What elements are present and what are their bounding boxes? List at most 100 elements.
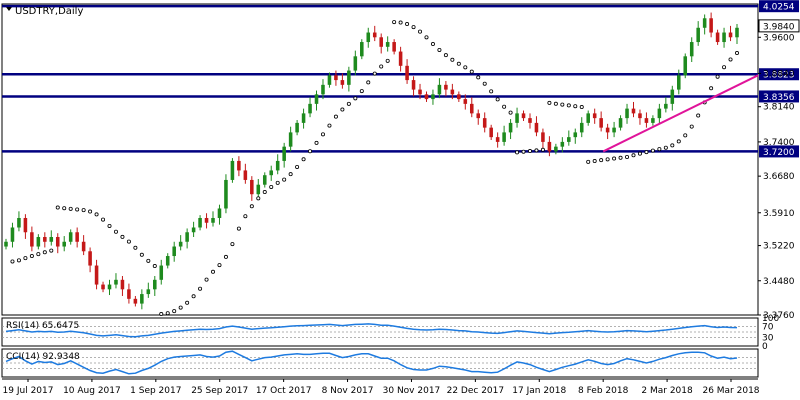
y-tick-label: 3.7400 [763, 138, 795, 148]
level-label: 3.8356 [763, 93, 795, 103]
y-tick-label: 3.5220 [763, 242, 795, 252]
panel-title: RSI(14) 65.6475 [6, 321, 79, 331]
level-label-box [759, 0, 799, 13]
sar-dot [625, 154, 630, 159]
candle-body [715, 32, 720, 43]
sar-dot [366, 80, 371, 85]
candle-body [204, 217, 209, 223]
main-panel-frame [1, 3, 759, 316]
sar-dot [553, 101, 558, 106]
sar-dot [411, 25, 416, 30]
x-tick-label: 25 Sep 2017 [191, 386, 248, 396]
sar-dot [262, 190, 267, 195]
candle-body [224, 179, 228, 209]
candle-body [385, 42, 390, 47]
candle-body [81, 241, 86, 252]
sar-dot [418, 29, 423, 34]
sar-dot [314, 140, 319, 145]
sar-dot [463, 65, 468, 70]
level-label: 3.8823 [763, 71, 795, 81]
panel-right-label: 100 [762, 314, 779, 324]
candle-body [605, 127, 610, 133]
sar-dot [489, 89, 494, 94]
candle-body [301, 113, 306, 123]
candle-body [567, 137, 571, 142]
sar-dot [728, 57, 733, 62]
dropdown-triangle-icon[interactable] [6, 7, 12, 11]
sar-dot [359, 89, 364, 94]
candle-body [625, 108, 629, 119]
candle-body [127, 289, 131, 299]
candle-body [295, 122, 299, 133]
candle-body [398, 51, 403, 66]
candle-body [450, 89, 455, 95]
sar-dot [243, 214, 248, 219]
y-tick-label: 3.8140 [763, 103, 795, 113]
sar-dot [68, 206, 73, 211]
sar-dot [696, 113, 701, 118]
candle-body [62, 241, 67, 247]
sar-dot [650, 148, 655, 153]
candle-body [534, 122, 539, 133]
sar-dot [534, 148, 539, 153]
sar-dot [159, 312, 164, 317]
sar-dot [618, 155, 623, 160]
sar-dot [631, 153, 636, 158]
sar-dot [55, 205, 60, 210]
x-tick-label: 8 Nov 2017 [322, 386, 374, 396]
sar-dot [101, 217, 106, 222]
x-axis: 19 Jul 2017 10 Aug 2017 1 Sep 2017 25 Sep 2… [2, 378, 760, 396]
sar-dot [586, 159, 591, 164]
cci-panel: CCI(14) 92.9348 [1, 348, 759, 378]
sar-dot [644, 150, 649, 155]
sar-dot [663, 145, 668, 150]
candle-body [664, 103, 668, 109]
sar-dot [256, 196, 261, 201]
candle-body [327, 75, 332, 85]
sar-dot [476, 75, 481, 80]
candle-body [392, 42, 396, 52]
candle-body [482, 118, 487, 128]
candle-body [670, 89, 675, 104]
candle-body [631, 108, 636, 114]
candle-body [75, 232, 79, 242]
y-tick-label: 3.6680 [763, 172, 795, 182]
trendline [602, 74, 759, 153]
candle-body [366, 32, 371, 43]
sar-dot [612, 156, 617, 161]
candle-body [612, 127, 616, 133]
sar-dot [301, 157, 306, 162]
candle-body [579, 122, 584, 133]
sar-dot [333, 114, 338, 119]
y-tick-label: 3.4480 [763, 277, 795, 287]
sar-dot [29, 254, 34, 259]
sar-dot [62, 206, 67, 211]
sar-dot [249, 204, 254, 209]
candle-body [114, 279, 118, 285]
symbol-label: USDTRY,Daily [15, 6, 83, 17]
level-label-box [758, 19, 800, 33]
candle-body [651, 118, 655, 123]
sar-dot [599, 158, 604, 163]
candle-body [379, 37, 383, 47]
candle-body [476, 113, 481, 119]
sar-dot [540, 147, 545, 152]
level-label: 4.0254 [763, 3, 795, 13]
candle-body [146, 289, 151, 295]
y-axis: 3.3760 3.4480 3.5220 3.5910 3.6680 3.7400 3.81… [758, 33, 795, 321]
candle-body [269, 170, 274, 176]
sar-dot [508, 110, 513, 115]
x-tick-label: 8 Feb 2018 [578, 386, 629, 396]
candle-body [489, 127, 493, 138]
panel-right-label: 30 [762, 334, 774, 344]
y-tick-label: 3.8840 [763, 69, 795, 79]
candle-body [372, 32, 377, 38]
sar-dot [269, 184, 274, 189]
candle-body [314, 94, 319, 104]
sar-dot [495, 97, 500, 102]
sar-dot [75, 207, 80, 212]
chart-header: USDTRY,Daily [6, 6, 83, 17]
candle-body [178, 241, 183, 247]
sar-dot [346, 101, 351, 106]
